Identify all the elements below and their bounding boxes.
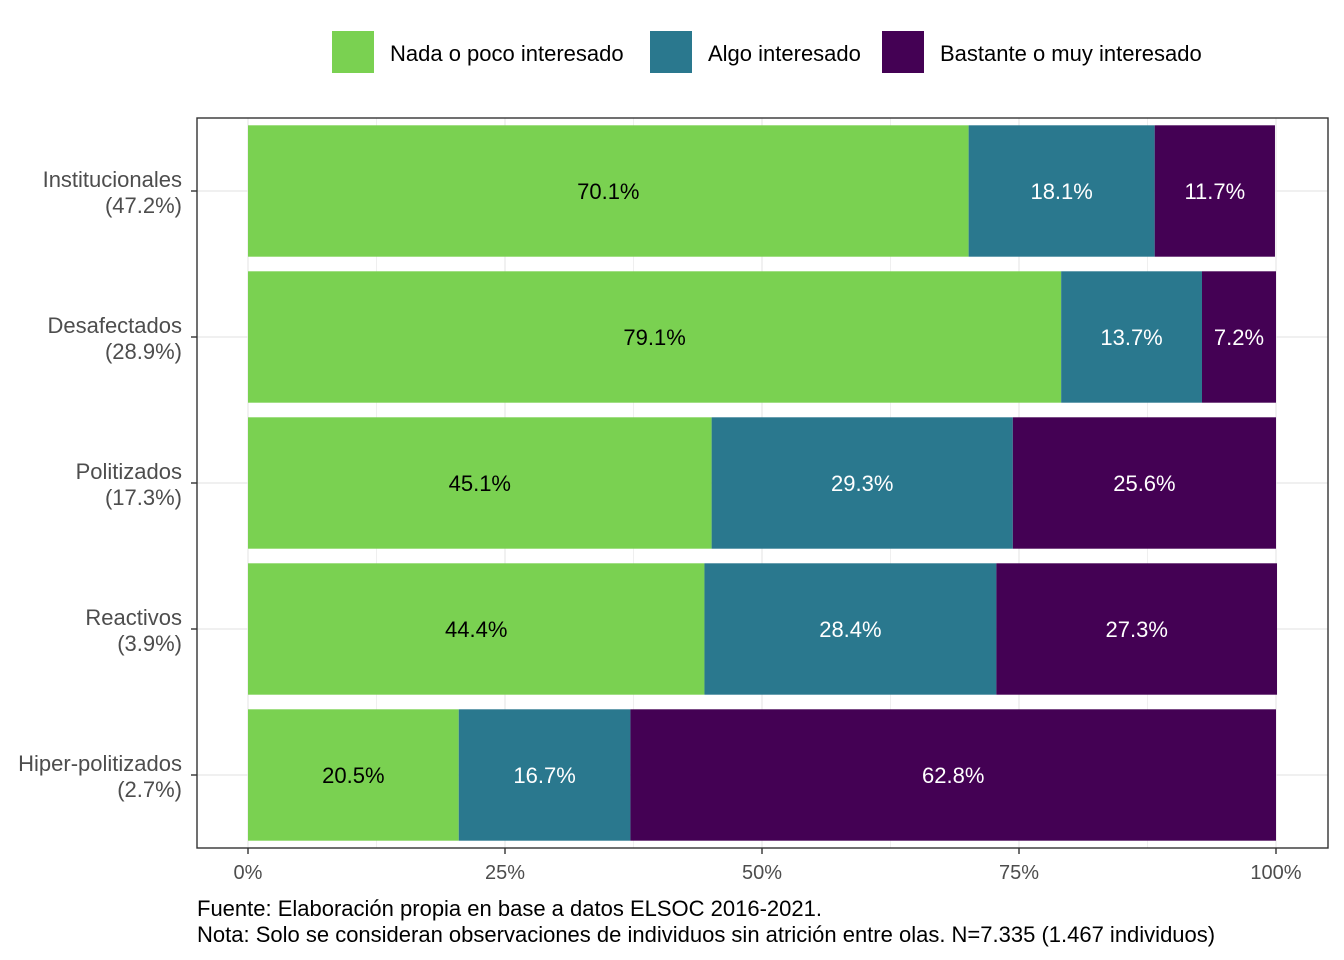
bar-segment	[704, 563, 997, 695]
bar-segment	[248, 563, 705, 695]
legend-swatch	[332, 31, 374, 73]
y-tick-label: Institucionales	[43, 167, 182, 192]
legend-label: Algo interesado	[708, 41, 861, 66]
bar-value-label: 13.7%	[1100, 325, 1162, 350]
bar-value-label: 44.4%	[445, 617, 507, 642]
bar-segment	[248, 417, 712, 549]
bar-segment	[968, 125, 1155, 257]
y-tick-label: Politizados	[76, 459, 182, 484]
bar-value-label: 25.6%	[1113, 471, 1175, 496]
legend-label: Bastante o muy interesado	[940, 41, 1202, 66]
bar-segment	[1201, 271, 1276, 403]
bar-segment	[1061, 271, 1202, 403]
bar-segment	[458, 709, 631, 841]
y-tick-label: Desafectados	[47, 313, 182, 338]
x-tick-label: 75%	[999, 862, 1039, 884]
bar-value-label: 18.1%	[1030, 179, 1092, 204]
y-tick-label: (47.2%)	[105, 193, 182, 218]
bar-segment	[248, 709, 459, 841]
legend-swatch	[882, 31, 924, 73]
bar-segment	[1012, 417, 1276, 549]
y-tick-label: (2.7%)	[117, 777, 182, 802]
bar-value-label: 27.3%	[1106, 617, 1168, 642]
caption-source: Fuente: Elaboración propia en base a dat…	[197, 896, 822, 921]
y-tick-label: (28.9%)	[105, 339, 182, 364]
x-tick-label: 25%	[485, 862, 525, 884]
bar-segment	[630, 709, 1276, 841]
y-tick-label: Reactivos	[85, 605, 182, 630]
bar-value-label: 20.5%	[322, 763, 384, 788]
x-tick-label: 0%	[234, 862, 263, 884]
bar-value-label: 45.1%	[449, 471, 511, 496]
bar-value-label: 7.2%	[1214, 325, 1264, 350]
bar-value-label: 16.7%	[513, 763, 575, 788]
legend-label: Nada o poco interesado	[390, 41, 624, 66]
bar-segment	[1154, 125, 1275, 257]
bar-value-label: 11.7%	[1184, 179, 1245, 204]
x-tick-label: 50%	[742, 862, 782, 884]
bar-segment	[248, 271, 1062, 403]
x-tick-label: 100%	[1250, 862, 1301, 884]
bar-value-label: 28.4%	[819, 617, 881, 642]
bar-value-label: 79.1%	[623, 325, 685, 350]
caption-note: Nota: Solo se consideran observaciones d…	[197, 922, 1216, 947]
bar-value-label: 62.8%	[922, 763, 984, 788]
bar-segment	[996, 563, 1278, 695]
legend-swatch	[650, 31, 692, 73]
y-tick-label: Hiper-politizados	[18, 751, 182, 776]
bar-segment	[711, 417, 1013, 549]
y-tick-label: (3.9%)	[117, 631, 182, 656]
bar-value-label: 29.3%	[831, 471, 893, 496]
bar-value-label: 70.1%	[577, 179, 639, 204]
y-tick-label: (17.3%)	[105, 485, 182, 510]
bar-segment	[248, 125, 969, 257]
